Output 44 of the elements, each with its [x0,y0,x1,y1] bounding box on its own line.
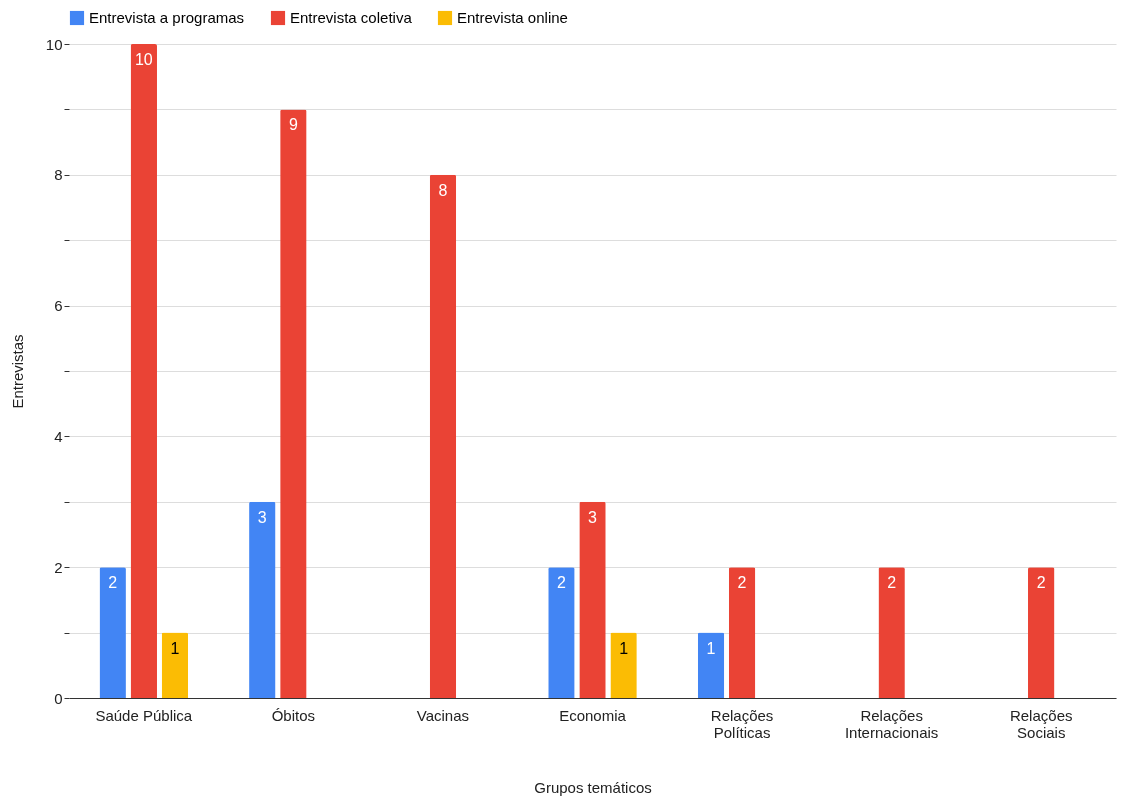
y-tick-label: 8 [54,166,63,184]
data-label: 2 [556,574,566,592]
x-tick-label: Relações Internacionais [844,706,939,741]
bar [697,632,725,698]
bar [878,567,905,698]
data-label: 2 [887,574,897,592]
legend-label: Entrevista online [457,9,568,26]
bar [130,44,157,698]
data-label: 1 [619,639,629,657]
x-tick-label: Relações Sociais [1009,706,1073,741]
legend-label: Entrevista a programas [89,9,245,26]
bar [548,567,575,698]
data-label: 10 [134,51,153,68]
data-label: 9 [288,116,298,134]
data-label: 3 [588,508,598,526]
data-label: 1 [170,639,180,657]
y-tick-label: 6 [54,297,63,315]
y-axis-title: Entrevistas [8,334,26,409]
legend-label: Entrevista coletiva [290,9,413,26]
x-tick-label: Relações Políticas [710,706,774,741]
y-tick-label: 2 [54,558,63,576]
bar [579,501,606,698]
bar [1028,567,1055,698]
data-label: 2 [737,574,747,592]
y-tick-label: 10 [45,35,63,53]
data-label: 3 [257,508,267,526]
bar [429,174,457,698]
bar [249,501,276,698]
x-tick-label: Saúde Pública [95,706,193,724]
data-label: 1 [706,639,716,657]
y-tick-label: 0 [54,689,63,707]
bar [161,632,189,698]
data-label: 2 [1036,574,1046,592]
bar [280,109,307,698]
bar [610,632,637,698]
x-tick-label: Óbitos [271,706,316,724]
x-tick-label: Vacinas [416,706,470,724]
x-tick-label: Economia [559,706,627,724]
bar [728,567,756,698]
bar [99,567,126,698]
x-axis-title: Grupos temáticos [534,778,652,796]
data-label: 8 [438,181,448,199]
y-tick-label: 4 [54,427,63,445]
data-label: 2 [108,574,118,592]
